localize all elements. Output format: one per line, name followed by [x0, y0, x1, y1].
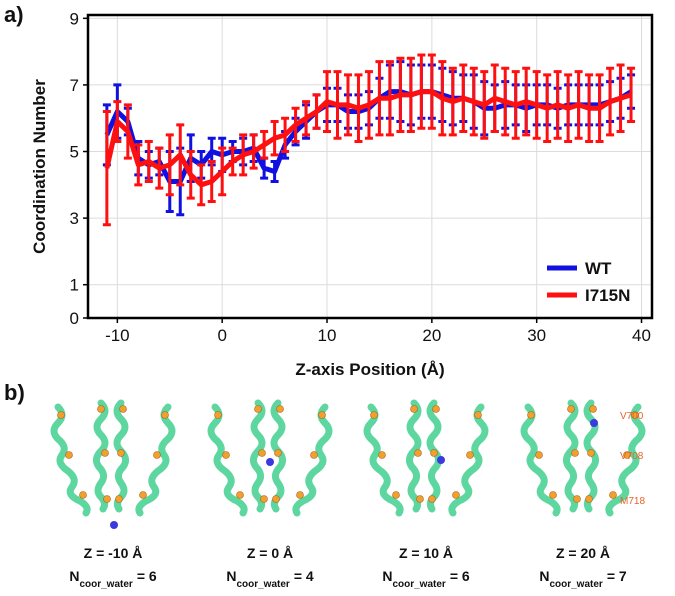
legend-label: I715N: [585, 286, 630, 305]
ion: [590, 419, 598, 427]
structure-count: Ncoor_water = 4: [226, 568, 314, 590]
panel-label: a): [4, 2, 24, 27]
count-value: = 6: [137, 568, 157, 584]
x-tick-label: 40: [632, 326, 651, 345]
ion: [266, 458, 274, 466]
panel-label: b): [4, 380, 25, 405]
series-line: [104, 89, 632, 188]
x-axis-label: Z-axis Position (Å): [295, 360, 444, 379]
ion: [437, 456, 445, 464]
count-subscript: coor_water: [236, 579, 289, 590]
count-symbol: N: [539, 568, 549, 584]
count-value: = 6: [450, 568, 470, 584]
x-tick-label: 10: [318, 326, 337, 345]
x-tick-label: -10: [105, 326, 130, 345]
residue-label: V708: [620, 451, 644, 462]
count-symbol: N: [69, 568, 79, 584]
count-subscript: coor_water: [79, 579, 132, 590]
count-value: = 7: [607, 568, 627, 584]
structure-count: Ncoor_water = 6: [69, 568, 157, 590]
y-tick-label: 9: [70, 9, 79, 28]
structure-count: Ncoor_water = 7: [539, 568, 627, 590]
y-tick-label: 7: [70, 76, 79, 95]
structure-caption: Z = 20 Å: [556, 545, 610, 561]
x-tick-label: 20: [422, 326, 441, 345]
count-value: = 4: [294, 568, 314, 584]
residue-label: V700: [620, 411, 644, 422]
x-tick-label: 30: [527, 326, 546, 345]
structures: [54, 403, 642, 529]
structure-caption: Z = 0 Å: [247, 545, 293, 561]
count-symbol: N: [226, 568, 236, 584]
legend-label: WT: [585, 259, 612, 278]
y-axis-label: Coordination Number: [30, 79, 49, 254]
structure-caption: Z = 10 Å: [399, 545, 453, 561]
count-subscript: coor_water: [549, 579, 602, 590]
structure-image: [54, 403, 172, 513]
structure-image: [367, 403, 485, 513]
structure-count: Ncoor_water = 6: [382, 568, 470, 590]
y-tick-label: 5: [70, 143, 79, 162]
count-subscript: coor_water: [392, 579, 445, 590]
y-tick-label: 1: [70, 276, 79, 295]
ion: [110, 521, 118, 529]
structure-caption: Z = -10 Å: [84, 545, 143, 561]
residue-label: M718: [620, 496, 645, 507]
plot-frame: [86, 13, 654, 320]
y-tick-label: 3: [70, 209, 79, 228]
count-symbol: N: [382, 568, 392, 584]
y-tick-label: 0: [70, 309, 79, 328]
x-tick-label: 0: [217, 326, 226, 345]
